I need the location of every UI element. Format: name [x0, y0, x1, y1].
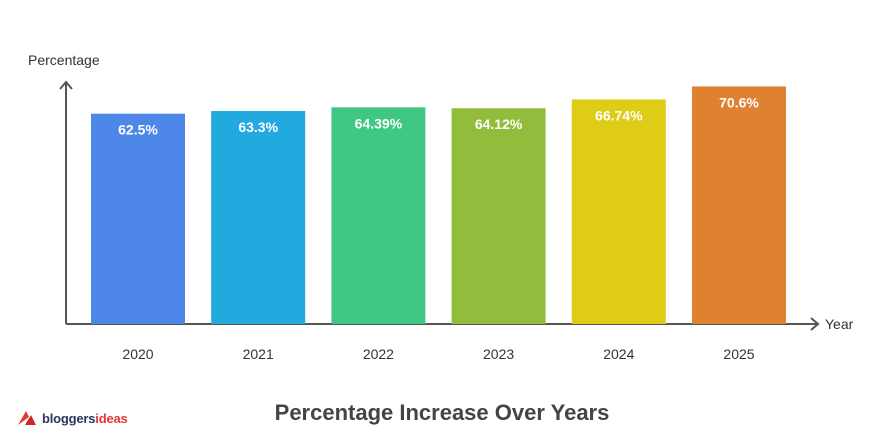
- bloggersideas-logo-icon: [18, 411, 36, 425]
- bar-2024: [571, 99, 666, 325]
- x-tick-label-2022: 2022: [363, 346, 394, 362]
- x-axis-title: Year: [825, 316, 854, 332]
- x-axis-arrow: [810, 317, 820, 331]
- brand-logo-text-main: bloggers: [42, 410, 96, 426]
- y-axis-arrow: [59, 80, 73, 90]
- bar-chart: Percentage Year 62.5% 2020 63.3% 2021 64.39%…: [28, 52, 854, 362]
- x-tick-label-2020: 2020: [122, 346, 153, 362]
- brand-logo: bloggersideas: [16, 409, 128, 427]
- y-axis-title: Percentage: [28, 52, 100, 68]
- brand-logo-text-accent: ideas: [95, 410, 128, 426]
- data-label-2023: 64.12%: [475, 116, 523, 132]
- x-tick-label-2023: 2023: [483, 346, 514, 362]
- bar-2022: [331, 107, 426, 324]
- axes: Percentage Year: [28, 52, 854, 332]
- brand-logo-text: bloggersideas: [42, 411, 128, 426]
- x-tick-label-2024: 2024: [603, 346, 634, 362]
- data-label-2021: 63.3%: [238, 119, 278, 135]
- data-label-2025: 70.6%: [719, 94, 759, 110]
- bar-2021: [211, 110, 306, 324]
- data-label-2024: 66.74%: [595, 107, 643, 123]
- bar-2023: [451, 108, 546, 324]
- bars-group: 62.5% 2020 63.3% 2021 64.39% 2022 64.12% 2023 66…: [91, 86, 786, 362]
- data-label-2020: 62.5%: [118, 122, 158, 138]
- chart-title: Percentage Increase Over Years: [274, 400, 610, 425]
- x-tick-label-2021: 2021: [243, 346, 274, 362]
- x-tick-label-2025: 2025: [723, 346, 754, 362]
- data-label-2022: 64.39%: [355, 115, 403, 131]
- bar-2020: [91, 113, 185, 324]
- bar-2025: [692, 86, 786, 324]
